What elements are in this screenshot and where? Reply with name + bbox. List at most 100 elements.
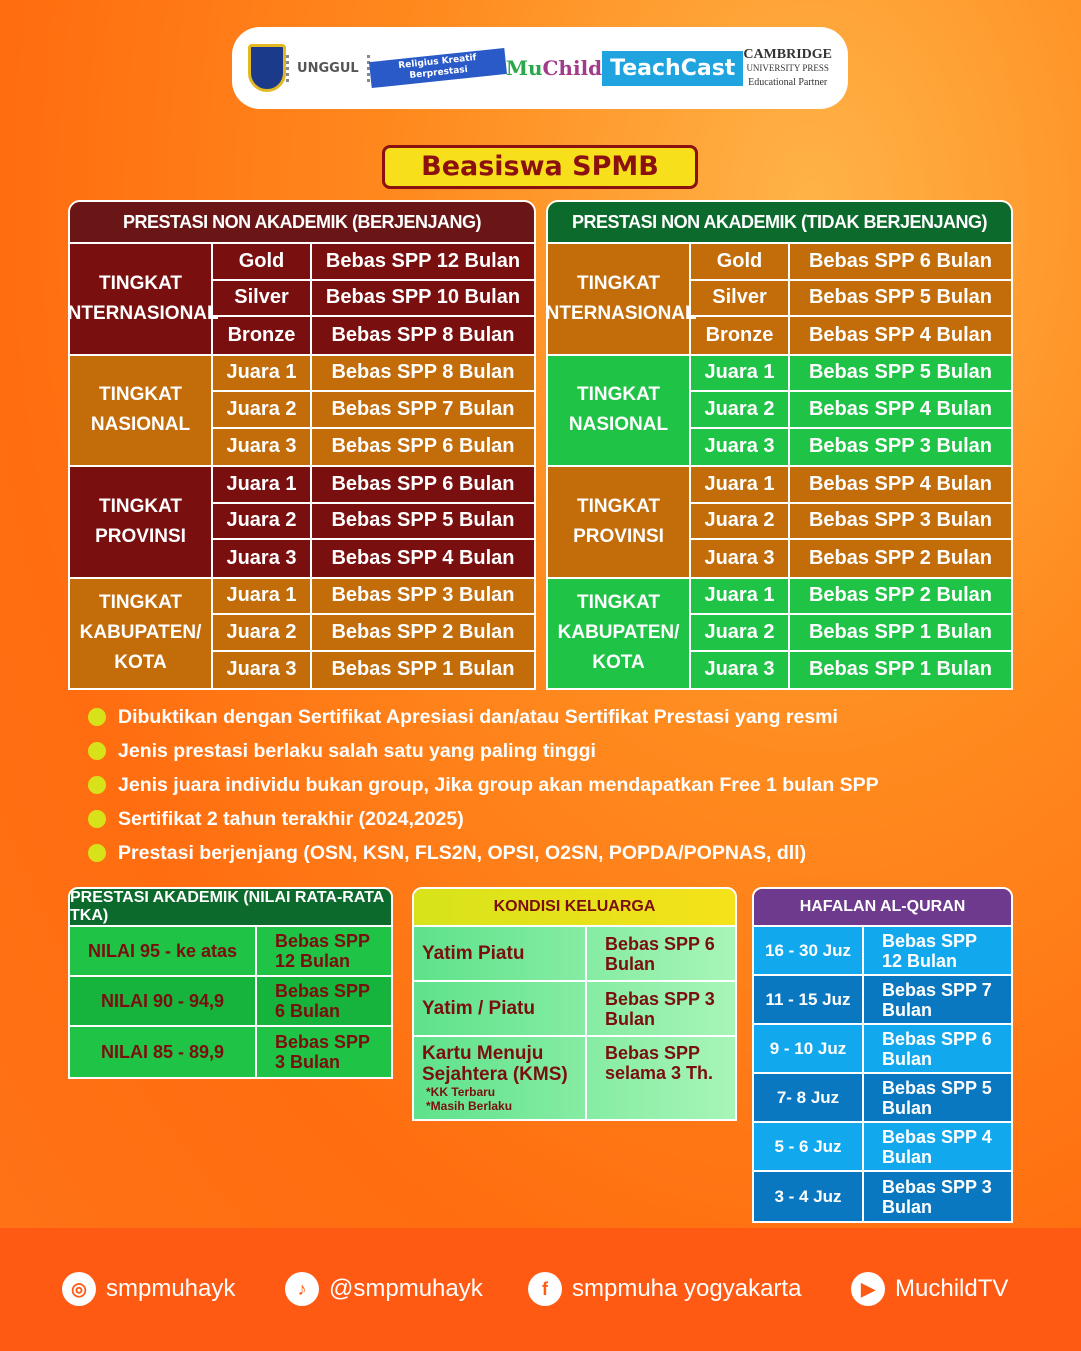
tier-label: TINGKAT NASIONAL	[548, 355, 691, 465]
school-crest-logo	[248, 44, 287, 92]
table-row: 16 - 30 Juz Bebas SPP 12 Bulan	[754, 927, 1011, 976]
note-item: Prestasi berjenjang (OSN, KSN, FLS2N, OP…	[88, 836, 1048, 870]
cambridge-name: CAMBRIDGE	[743, 46, 832, 62]
reward-cell: Bebas SPP 4 Bulan	[808, 472, 993, 495]
rank-cell: Silver	[691, 280, 790, 315]
tier-rows: Juara 1 Bebas SPP 3 Bulan Juara 2 Bebas SPP…	[213, 578, 534, 688]
tiktok-icon: ♪	[285, 1272, 319, 1306]
table-row: Juara 2 Bebas SPP 3 Bulan	[691, 503, 1011, 540]
criteria-cell: Yatim / Piatu	[414, 982, 587, 1035]
table-header: PRESTASI AKADEMIK (NILAI RATA-RATA TKA)	[70, 889, 391, 927]
table-row: Juara 3 Bebas SPP 1 Bulan	[213, 651, 534, 688]
page-title: Beasiswa SPMB	[382, 145, 698, 189]
rank-cell: Juara 3	[213, 651, 312, 688]
table-header: PRESTASI NON AKADEMIK (BERJENJANG)	[70, 202, 534, 244]
tier-rows: Juara 1 Bebas SPP 5 Bulan Juara 2 Bebas SPP…	[691, 355, 1011, 465]
reward-cell: Bebas SPP 4 Bulan	[331, 546, 515, 569]
rank-cell: Juara 1	[213, 578, 312, 613]
kms-note: *KK Terbaru	[426, 1085, 496, 1099]
bullet-dot-icon	[88, 708, 106, 726]
reward-cell: Bebas SPP 2 Bulan	[808, 584, 993, 607]
rank-cell: Juara 3	[213, 540, 312, 577]
table-hafalan: HAFALAN AL-QURAN 16 - 30 Juz Bebas SPP 12 …	[752, 887, 1013, 1223]
note-text: Jenis prestasi berlaku salah satu yang p…	[118, 739, 596, 762]
table-row: Juara 2 Bebas SPP 7 Bulan	[213, 392, 534, 429]
tier-group: TINGKAT INTERNASIONAL Gold Bebas SPP 12 Bu…	[70, 244, 534, 356]
table-row: Juara 3 Bebas SPP 1 Bulan	[691, 651, 1011, 688]
tier-label: TINGKAT INTERNASIONAL	[548, 244, 697, 354]
note-item: Jenis juara individu bukan group, Jika g…	[88, 768, 1048, 802]
table-row: Juara 2 Bebas SPP 2 Bulan	[213, 615, 534, 652]
bullet-dot-icon	[88, 844, 106, 862]
table-row: Yatim Piatu Bebas SPP 6 Bulan	[414, 927, 735, 982]
tier-label: TINGKAT INTERNASIONAL	[70, 244, 219, 354]
tier-rows: Juara 1 Bebas SPP 4 Bulan Juara 2 Bebas SPP…	[691, 467, 1011, 577]
social-smpmuhayk[interactable]: ◎ smpmuhayk	[62, 1272, 235, 1306]
tier-group: TINGKAT KABUPATEN/ KOTA Juara 1 Bebas SPP …	[70, 578, 534, 688]
reward-cell: Bebas SPP 7 Bulan	[882, 979, 992, 1020]
tier-group: TINGKAT INTERNASIONAL Gold Bebas SPP 6 Bul…	[548, 244, 1011, 356]
table-keluarga: KONDISI KELUARGA Yatim Piatu Bebas SPP 6 B…	[412, 887, 737, 1121]
table-row: Juara 1 Bebas SPP 4 Bulan	[691, 467, 1011, 504]
reward-cell: Bebas SPP 12 Bulan	[275, 931, 370, 971]
reward-cell: Bebas SPP 5 Bulan	[808, 286, 993, 309]
rank-cell: Gold	[691, 244, 790, 279]
instagram-icon: ◎	[62, 1272, 96, 1306]
tier-rows: Juara 1 Bebas SPP 8 Bulan Juara 2 Bebas SPP…	[213, 355, 534, 465]
note-text: Prestasi berjenjang (OSN, KSN, FLS2N, OP…	[118, 841, 807, 864]
rank-cell: Juara 3	[691, 651, 790, 688]
tier-group: TINGKAT NASIONAL Juara 1 Bebas SPP 8 Bulan…	[70, 355, 534, 467]
table-row: Juara 1 Bebas SPP 8 Bulan	[213, 355, 534, 392]
table-row: Juara 3 Bebas SPP 2 Bulan	[691, 540, 1011, 577]
reward-cell: Bebas SPP 1 Bulan	[808, 620, 993, 643]
table-row: Juara 3 Bebas SPP 4 Bulan	[213, 540, 534, 577]
table-tidak-berjenjang: PRESTASI NON AKADEMIK (TIDAK BERJENJANG)…	[546, 200, 1013, 690]
reward-cell: Bebas SPP 5 Bulan	[808, 361, 993, 384]
table-row: 11 - 15 Juz Bebas SPP 7 Bulan	[754, 976, 1011, 1025]
criteria-cell: NILAI 95 - ke atas	[70, 927, 257, 975]
rank-cell: Juara 1	[691, 578, 790, 613]
criteria-cell: 5 - 6 Juz	[754, 1123, 864, 1170]
reward-cell: Bebas SPP 8 Bulan	[331, 323, 515, 346]
rank-cell: Juara 2	[691, 615, 790, 650]
criteria-cell: 3 - 4 Juz	[754, 1172, 864, 1221]
reward-cell: Bebas SPP 1 Bulan	[331, 658, 515, 681]
table-akademik: PRESTASI AKADEMIK (NILAI RATA-RATA TKA) N…	[68, 887, 393, 1079]
reward-cell: Bebas SPP 4 Bulan	[808, 323, 993, 346]
rank-cell: Bronze	[213, 317, 312, 354]
table-row: 9 - 10 Juz Bebas SPP 6 Bulan	[754, 1025, 1011, 1074]
rank-cell: Silver	[213, 280, 312, 315]
table-row: NILAI 90 - 94,9 Bebas SPP 6 Bulan	[70, 977, 391, 1027]
notes-list: Dibuktikan dengan Sertifikat Apresiasi d…	[88, 700, 1048, 870]
reward-cell: Bebas SPP 3 Bulan	[275, 1032, 370, 1072]
table-row: 7- 8 Juz Bebas SPP 5 Bulan	[754, 1074, 1011, 1123]
youtube-icon: ▶	[851, 1272, 885, 1306]
muchild-child: Child	[542, 56, 603, 80]
criteria-cell: Kartu Menuju Sejahtera (KMS) *KK Terbaru *…	[414, 1037, 587, 1119]
note-text: Jenis juara individu bukan group, Jika g…	[118, 773, 879, 796]
rank-cell: Bronze	[691, 317, 790, 354]
muchild-logo: MuChild	[506, 56, 602, 80]
table-berjenjang: PRESTASI NON AKADEMIK (BERJENJANG) TINGKA…	[68, 200, 536, 690]
reward-cell: Bebas SPP 2 Bulan	[331, 620, 515, 643]
tier-group: TINGKAT NASIONAL Juara 1 Bebas SPP 5 Bulan…	[548, 355, 1011, 467]
table-row: Gold Bebas SPP 12 Bulan	[213, 244, 534, 281]
rank-cell: Juara 1	[691, 467, 790, 502]
rank-cell: Juara 2	[213, 392, 312, 427]
bullet-dot-icon	[88, 810, 106, 828]
table-row: NILAI 85 - 89,9 Bebas SPP 3 Bulan	[70, 1027, 391, 1077]
reward-cell: Bebas SPP 2 Bulan	[808, 546, 993, 569]
table-row: NILAI 95 - ke atas Bebas SPP 12 Bulan	[70, 927, 391, 977]
social-smpmuhayk[interactable]: ♪ @smpmuhayk	[285, 1272, 483, 1306]
table-row: Silver Bebas SPP 10 Bulan	[213, 280, 534, 317]
kms-note: *Masih Berlaku	[426, 1099, 513, 1113]
reward-cell: Bebas SPP 12 Bulan	[325, 249, 521, 272]
table-row: Juara 3 Bebas SPP 3 Bulan	[691, 428, 1011, 465]
table-header: PRESTASI NON AKADEMIK (TIDAK BERJENJANG)	[548, 202, 1011, 244]
tier-label: TINGKAT PROVINSI	[70, 467, 213, 577]
social-smpmuhayogyakarta[interactable]: f smpmuha yogyakarta	[528, 1272, 801, 1306]
note-item: Jenis prestasi berlaku salah satu yang p…	[88, 734, 1048, 768]
table-row: Yatim / Piatu Bebas SPP 3 Bulan	[414, 982, 735, 1037]
rank-cell: Juara 3	[691, 540, 790, 577]
social-muchildtv[interactable]: ▶ MuchildTV	[851, 1272, 1008, 1306]
